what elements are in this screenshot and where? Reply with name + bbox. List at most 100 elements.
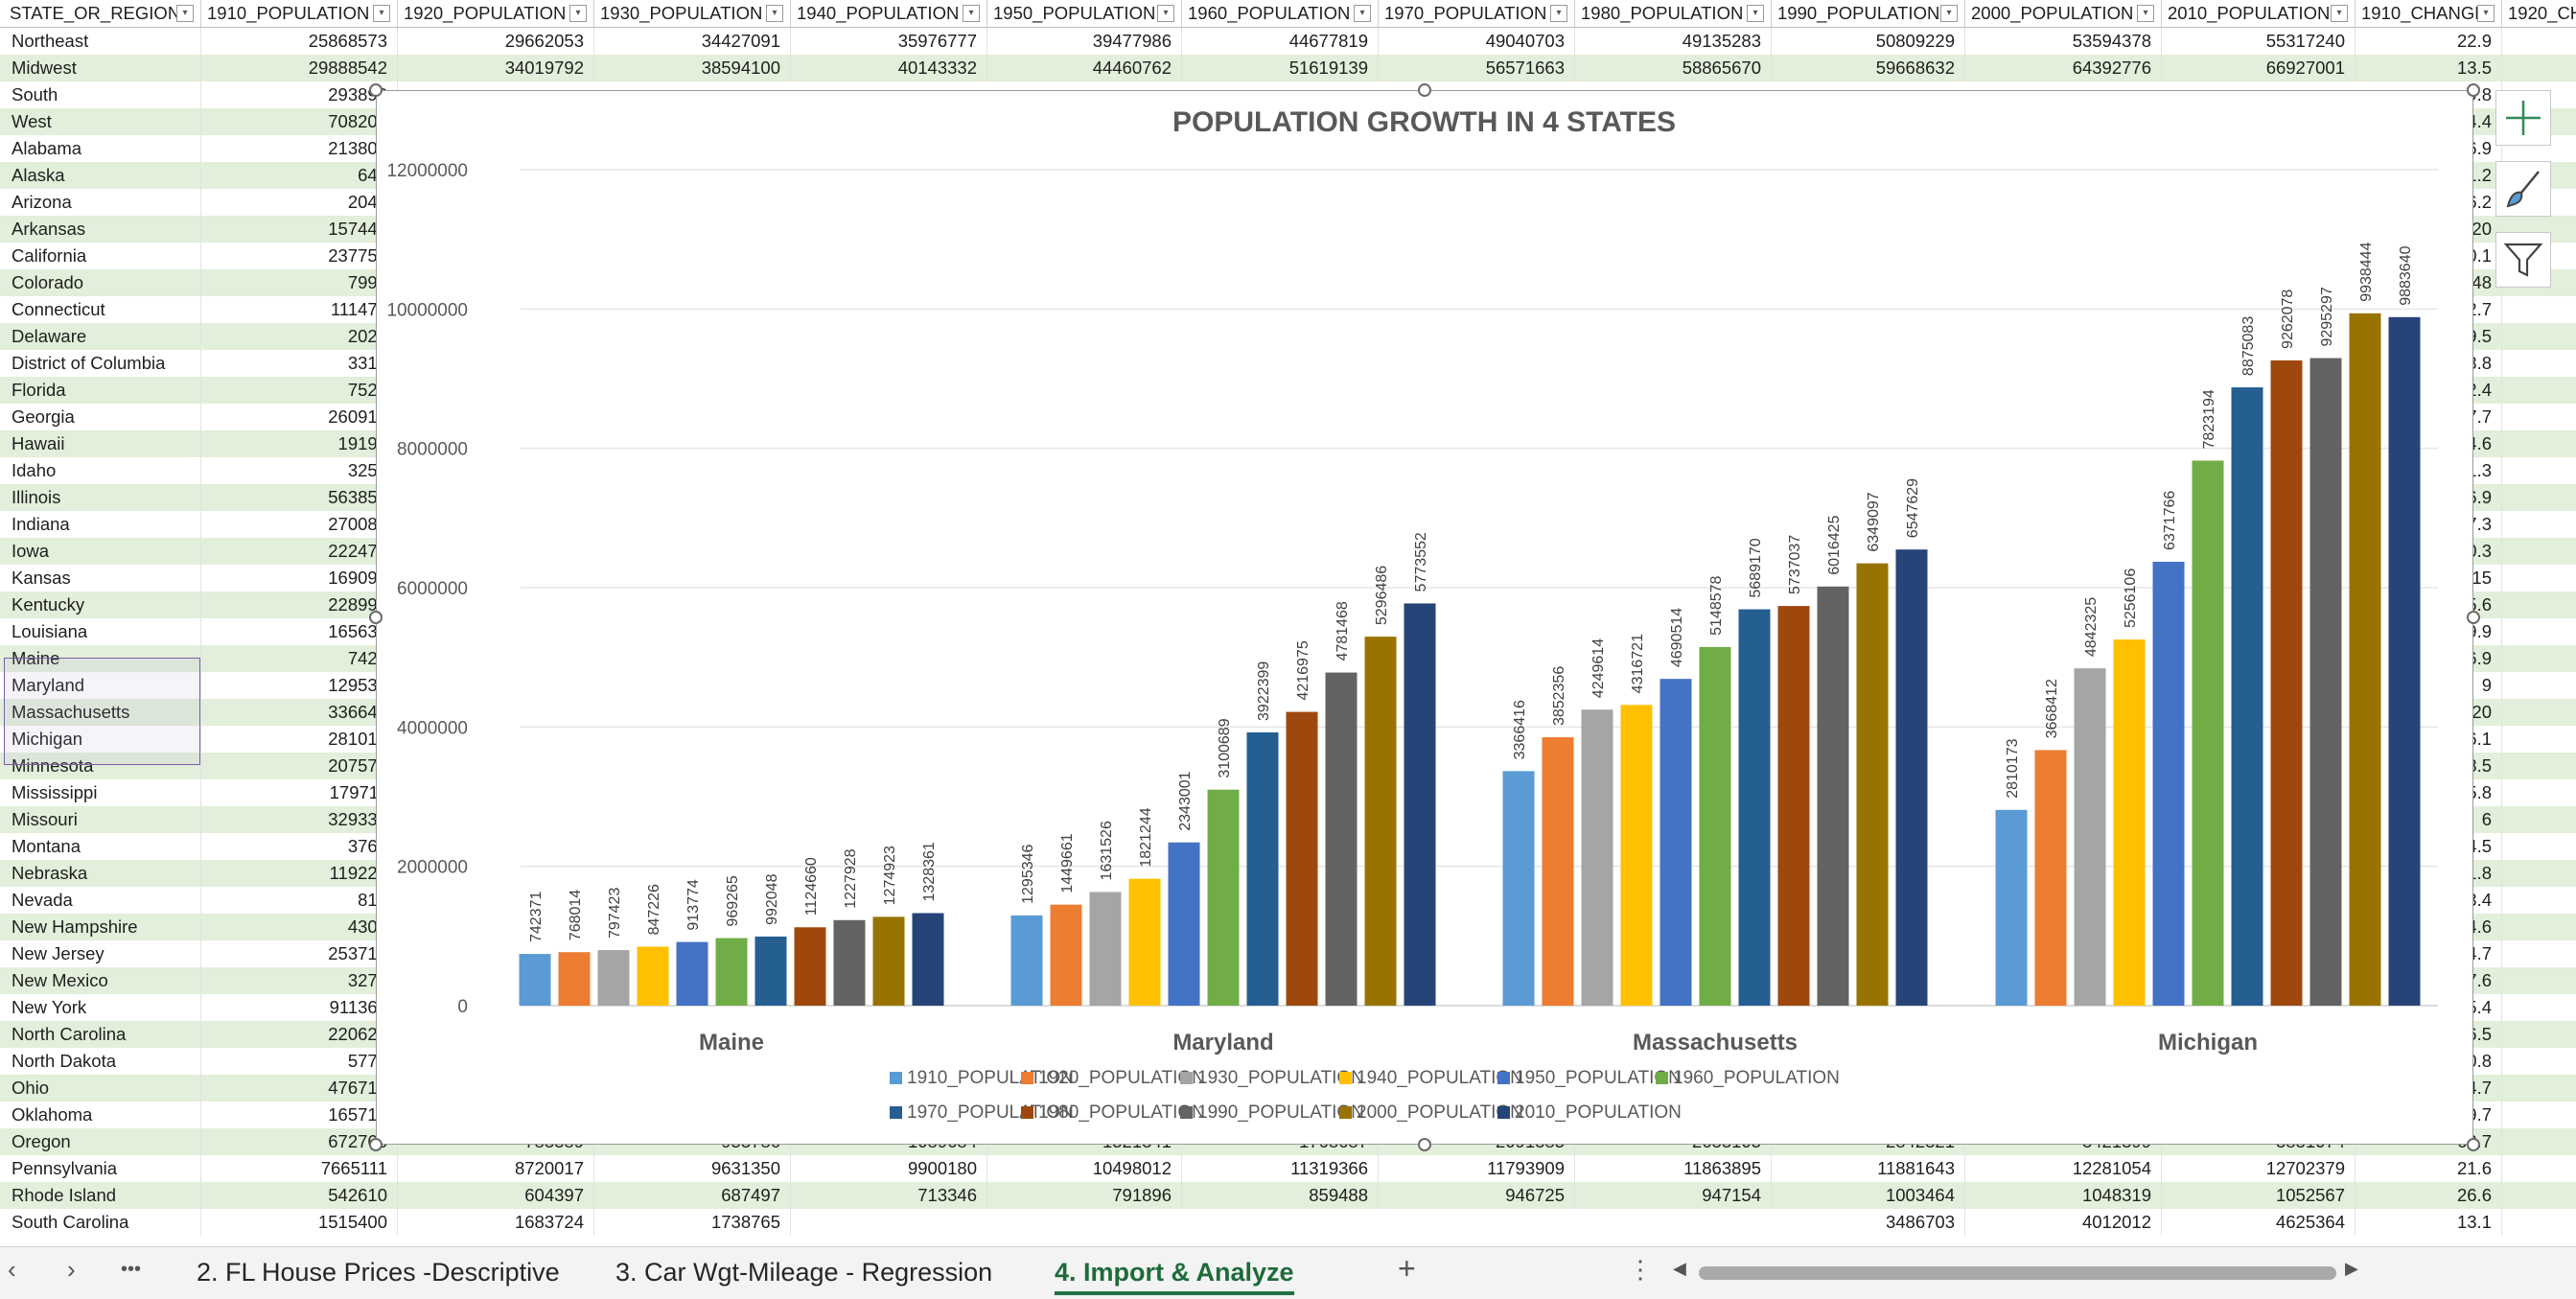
data-cell[interactable]: 49135283 — [1575, 28, 1772, 55]
data-cell[interactable]: 9631350 — [594, 1155, 791, 1182]
data-cell[interactable]: 10498012 — [987, 1155, 1182, 1182]
hscroll-right-icon[interactable]: ▶ — [2345, 1259, 2358, 1278]
row-label-cell[interactable]: Montana — [4, 833, 201, 860]
data-cell[interactable]: 947154 — [1575, 1182, 1772, 1209]
data-cell[interactable]: 253716 — [201, 940, 398, 967]
data-cell[interactable]: 5770 — [201, 1048, 398, 1075]
resize-handle-top-left[interactable] — [369, 83, 383, 97]
data-cell[interactable]: 29888542 — [201, 55, 398, 81]
row-label-cell[interactable]: Connecticut — [4, 296, 201, 323]
data-cell[interactable]: 7423 — [201, 645, 398, 672]
row-label-cell[interactable]: Rhode Island — [4, 1182, 201, 1209]
filter-dropdown-icon[interactable]: ▾ — [1747, 5, 1764, 22]
column-header[interactable]: 1960_POPULATION — [1182, 0, 1379, 27]
data-cell[interactable]: 222475 — [201, 538, 398, 565]
data-cell[interactable]: 336641 — [201, 699, 398, 726]
filter-dropdown-icon[interactable]: ▾ — [1940, 5, 1958, 22]
data-cell[interactable]: 58865670 — [1575, 55, 1772, 81]
data-cell[interactable]: 34019792 — [398, 55, 594, 81]
data-cell[interactable]: 44460762 — [987, 55, 1182, 81]
row-label-cell[interactable]: Pennsylvania — [4, 1155, 201, 1182]
row-label-cell[interactable]: Maine — [4, 645, 201, 672]
filter-dropdown-icon[interactable]: ▾ — [569, 5, 587, 22]
filter-dropdown-icon[interactable]: ▾ — [766, 5, 783, 22]
horizontal-scrollbar[interactable] — [1699, 1266, 2336, 1280]
data-cell[interactable]: 20 — [2356, 699, 2502, 726]
data-cell[interactable]: 35976777 — [791, 28, 987, 55]
filter-dropdown-icon[interactable]: ▾ — [2137, 5, 2154, 22]
row-label-cell[interactable]: Indiana — [4, 511, 201, 538]
row-label-cell[interactable]: Massachusetts — [4, 699, 201, 726]
data-cell[interactable]: 20 — [2356, 216, 2502, 243]
data-cell[interactable]: 476712 — [201, 1075, 398, 1102]
data-cell[interactable]: 2023 — [201, 323, 398, 350]
data-cell[interactable]: 21.6 — [2356, 1155, 2502, 1182]
data-cell[interactable]: 708203 — [201, 108, 398, 135]
row-label-cell[interactable]: Nebraska — [4, 860, 201, 887]
row-label-cell[interactable]: Missouri — [4, 806, 201, 833]
row-label-cell[interactable]: Hawaii — [4, 430, 201, 457]
data-cell[interactable]: 859488 — [1182, 1182, 1379, 1209]
data-cell[interactable]: 3273 — [201, 967, 398, 994]
data-cell[interactable]: 11319366 — [1182, 1155, 1379, 1182]
column-header[interactable]: 1910_POPULATION — [201, 0, 398, 27]
row-label-cell[interactable]: Iowa — [4, 538, 201, 565]
data-cell[interactable]: 56571663 — [1379, 55, 1575, 81]
row-label-cell[interactable]: Midwest — [4, 55, 201, 81]
data-cell[interactable]: 3310 — [201, 350, 398, 377]
column-header[interactable]: 2010_POPULATION — [2162, 0, 2356, 27]
data-cell[interactable]: 1003464 — [1772, 1182, 1965, 1209]
data-cell[interactable]: 66927001 — [2162, 55, 2356, 81]
data-cell[interactable]: 213809 — [201, 135, 398, 162]
data-cell[interactable]: 11881643 — [1772, 1155, 1965, 1182]
scroll-right-icon[interactable]: › — [67, 1255, 76, 1284]
data-cell[interactable]: 1738765 — [594, 1209, 791, 1236]
data-cell[interactable]: 111475 — [201, 296, 398, 323]
data-cell[interactable]: 7526 — [201, 377, 398, 404]
data-cell[interactable]: 4305 — [201, 914, 398, 940]
data-cell[interactable]: 64392776 — [1965, 55, 2162, 81]
column-header[interactable]: 2000_POPULATION — [1965, 0, 2162, 27]
data-cell[interactable]: 260912 — [201, 404, 398, 430]
filter-dropdown-icon[interactable]: ▾ — [1354, 5, 1371, 22]
row-label-cell[interactable]: Alaska — [4, 162, 201, 189]
scroll-left-icon[interactable]: ‹ — [8, 1255, 16, 1284]
data-cell[interactable]: 13.5 — [2356, 55, 2502, 81]
more-sheets-icon[interactable]: ••• — [121, 1259, 142, 1280]
sheet-menu-icon[interactable]: ⋮ — [1628, 1255, 1653, 1284]
data-cell[interactable]: 791896 — [987, 1182, 1182, 1209]
data-cell[interactable]: 11793909 — [1379, 1155, 1575, 1182]
row-label-cell[interactable]: South — [4, 81, 201, 108]
data-cell[interactable]: 687497 — [594, 1182, 791, 1209]
data-cell[interactable]: 22.9 — [2356, 28, 2502, 55]
row-label-cell[interactable]: New Hampshire — [4, 914, 201, 940]
row-label-cell[interactable]: Alabama — [4, 135, 201, 162]
data-cell[interactable]: 129534 — [201, 672, 398, 699]
column-header[interactable]: 1950_POPULATION — [987, 0, 1182, 27]
hscroll-left-icon[interactable]: ◀ — [1673, 1259, 1686, 1278]
data-cell[interactable]: 40143332 — [791, 55, 987, 81]
row-label-cell[interactable]: Kansas — [4, 565, 201, 592]
column-header[interactable]: 1940_POPULATION — [791, 0, 987, 27]
row-label-cell[interactable]: South Carolina — [4, 1209, 201, 1236]
tab-fl-house-prices[interactable]: 2. FL House Prices -Descriptive — [197, 1258, 560, 1287]
row-label-cell[interactable]: New Mexico — [4, 967, 201, 994]
data-cell[interactable]: 563859 — [201, 484, 398, 511]
column-header[interactable]: 1920_POPULATION — [398, 0, 594, 27]
resize-handle-right[interactable] — [2467, 611, 2480, 624]
tab-import-analyze[interactable]: 4. Import & Analyze — [1055, 1253, 1294, 1295]
data-cell[interactable]: 15 — [2356, 565, 2502, 592]
data-cell[interactable]: 281017 — [201, 726, 398, 753]
data-cell[interactable]: 12702379 — [2162, 1155, 2356, 1182]
row-label-cell[interactable]: New Jersey — [4, 940, 201, 967]
chart-filters-button[interactable] — [2495, 232, 2551, 288]
data-cell[interactable]: 3760 — [201, 833, 398, 860]
data-cell[interactable]: 51619139 — [1182, 55, 1379, 81]
filter-dropdown-icon[interactable]: ▾ — [1550, 5, 1567, 22]
data-cell[interactable]: 946725 — [1379, 1182, 1575, 1209]
data-cell[interactable]: 3486703 — [1772, 1209, 1965, 1236]
column-header[interactable]: 1920_CH — [2502, 0, 2576, 27]
row-label-cell[interactable]: New York — [4, 994, 201, 1021]
column-header[interactable]: 1930_POPULATION — [594, 0, 791, 27]
data-cell[interactable]: 542610 — [201, 1182, 398, 1209]
